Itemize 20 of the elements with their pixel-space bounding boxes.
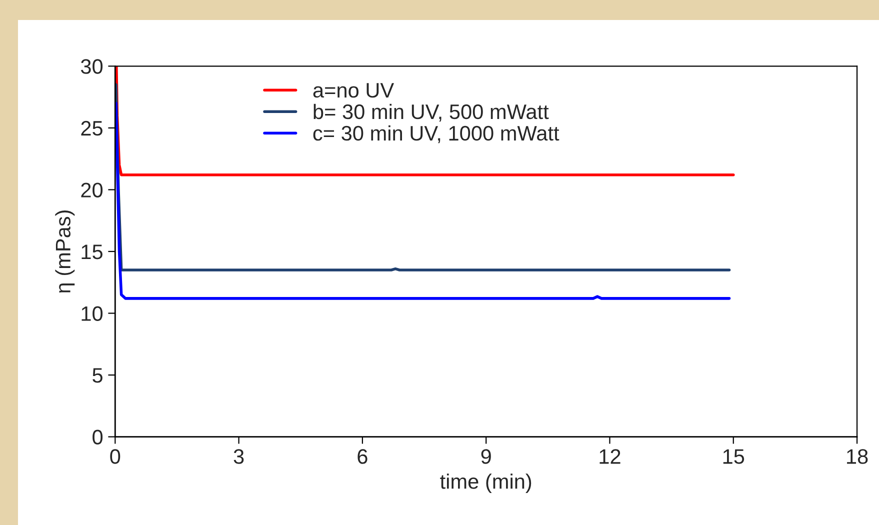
y-tick-label: 5 bbox=[92, 368, 102, 383]
y-tick-label: 20 bbox=[81, 182, 103, 198]
x-tick-label: 3 bbox=[234, 449, 244, 464]
x-tick-label: 12 bbox=[600, 449, 620, 464]
legend-label: a=no UV bbox=[313, 83, 394, 98]
x-tick-label: 18 bbox=[847, 449, 868, 464]
y-tick-label: 0 bbox=[92, 430, 103, 445]
legend-label: b= 30 min UV, 500 mWatt bbox=[314, 104, 549, 122]
x-axis-title: time (min) bbox=[440, 474, 532, 493]
y-tick-label: 25 bbox=[81, 120, 102, 136]
y-tick-label: 30 bbox=[80, 59, 103, 74]
y-tick-label: 15 bbox=[82, 244, 102, 260]
x-tick-label: 15 bbox=[723, 449, 744, 464]
y-tick-label: 10 bbox=[82, 306, 103, 322]
y-axis-title: η (mPas) bbox=[55, 210, 75, 293]
legend-label: c= 30 min UV, 1000 mWatt bbox=[313, 125, 560, 144]
x-tick-label: 0 bbox=[110, 449, 120, 464]
line-series bbox=[115, 102, 731, 300]
x-tick-label: 9 bbox=[481, 449, 491, 464]
x-tick-label: 6 bbox=[358, 449, 368, 464]
